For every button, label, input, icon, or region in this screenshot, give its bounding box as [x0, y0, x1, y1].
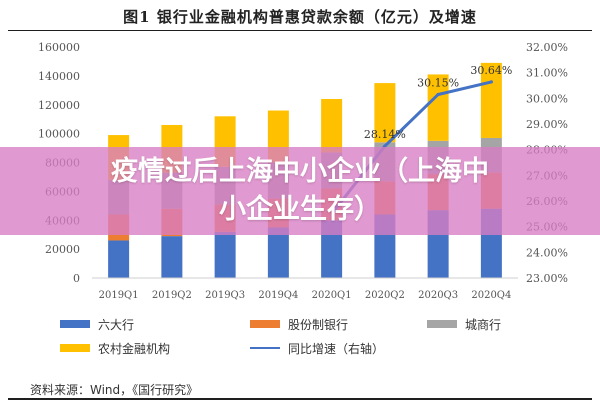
left-tick-label: 0 — [73, 272, 80, 285]
x-tick-label: 2019Q2 — [152, 290, 192, 301]
left-tick-label: 100000 — [38, 128, 80, 141]
chart-title: 图1 银行业金融机构普惠贷款余额（亿元）及增速 — [123, 8, 477, 26]
bar-segment — [214, 231, 236, 278]
left-tick-label: 20000 — [45, 243, 80, 256]
bar-segment — [321, 98, 343, 153]
legend-label-joint-stock: 股份制银行 — [288, 317, 349, 332]
x-tick-label: 2019Q3 — [205, 290, 245, 301]
right-tick-label: 31.00% — [526, 67, 568, 80]
bar-segment — [374, 83, 396, 143]
growth-point — [489, 80, 493, 84]
right-tick-label: 32.00% — [526, 41, 568, 54]
left-tick-label: 140000 — [38, 70, 80, 83]
x-tick-label: 2020Q2 — [365, 290, 405, 301]
legend-swatch-city-bank — [427, 320, 457, 328]
legend-swatch-big-six — [60, 320, 90, 328]
right-tick-label: 24.00% — [526, 246, 568, 259]
bottom-rule — [8, 398, 592, 400]
growth-data-label: 30.15% — [417, 76, 459, 89]
x-tick-label: 2020Q3 — [418, 290, 458, 301]
legend-label-big-six: 六大行 — [98, 317, 135, 332]
bar-segment — [161, 236, 183, 278]
legend-item-city-bank: 城商行 — [427, 316, 501, 332]
bar-segment — [427, 74, 449, 141]
x-tick-label: 2019Q1 — [99, 290, 139, 301]
legend-label-growth: 同比增速（右轴） — [288, 341, 385, 356]
legend-swatch-rural — [60, 344, 90, 352]
x-tick-label: 2020Q1 — [312, 290, 352, 301]
bar-segment — [267, 227, 289, 278]
legend-item-big-six: 六大行 — [60, 316, 134, 332]
bar-segment — [108, 240, 130, 278]
growth-data-label: 28.14% — [364, 128, 406, 141]
growth-point — [436, 92, 440, 97]
right-tick-label: 23.00% — [526, 272, 568, 285]
legend: 六大行 股份制银行 城商行 农村金融机构 同比增速（右轴） — [60, 316, 560, 366]
left-tick-label: 160000 — [38, 41, 80, 54]
left-tick-label: 120000 — [38, 99, 80, 112]
legend-swatch-joint-stock — [250, 320, 280, 328]
legend-item-joint-stock: 股份制银行 — [250, 316, 348, 332]
legend-label-rural: 农村金融机构 — [98, 341, 171, 356]
overlay-banner: 疫情过后上海中小企业（上海中 小企业生存） — [0, 147, 600, 235]
x-tick-label: 2019Q4 — [258, 290, 298, 301]
right-tick-label: 29.00% — [526, 118, 568, 131]
x-tick-label: 2020Q4 — [471, 290, 511, 301]
overlay-line-2: 小企业生存） — [219, 194, 381, 225]
overlay-line-1: 疫情过后上海中小企业（上海中 — [111, 156, 489, 187]
growth-point — [383, 144, 387, 148]
legend-label-city-bank: 城商行 — [465, 317, 502, 332]
source-note: 资料来源：Wind，《国行研究》 — [30, 383, 199, 397]
growth-data-label: 30.64% — [470, 64, 512, 77]
legend-item-rural: 农村金融机构 — [60, 340, 170, 356]
legend-line-growth — [250, 347, 280, 349]
legend-item-growth: 同比增速（右轴） — [250, 340, 384, 356]
x-axis: 2019Q1 2019Q2 2019Q3 2019Q4 2020Q1 2020Q2 2020… — [92, 277, 518, 301]
title-rule — [8, 30, 592, 31]
right-tick-label: 30.00% — [526, 92, 568, 105]
